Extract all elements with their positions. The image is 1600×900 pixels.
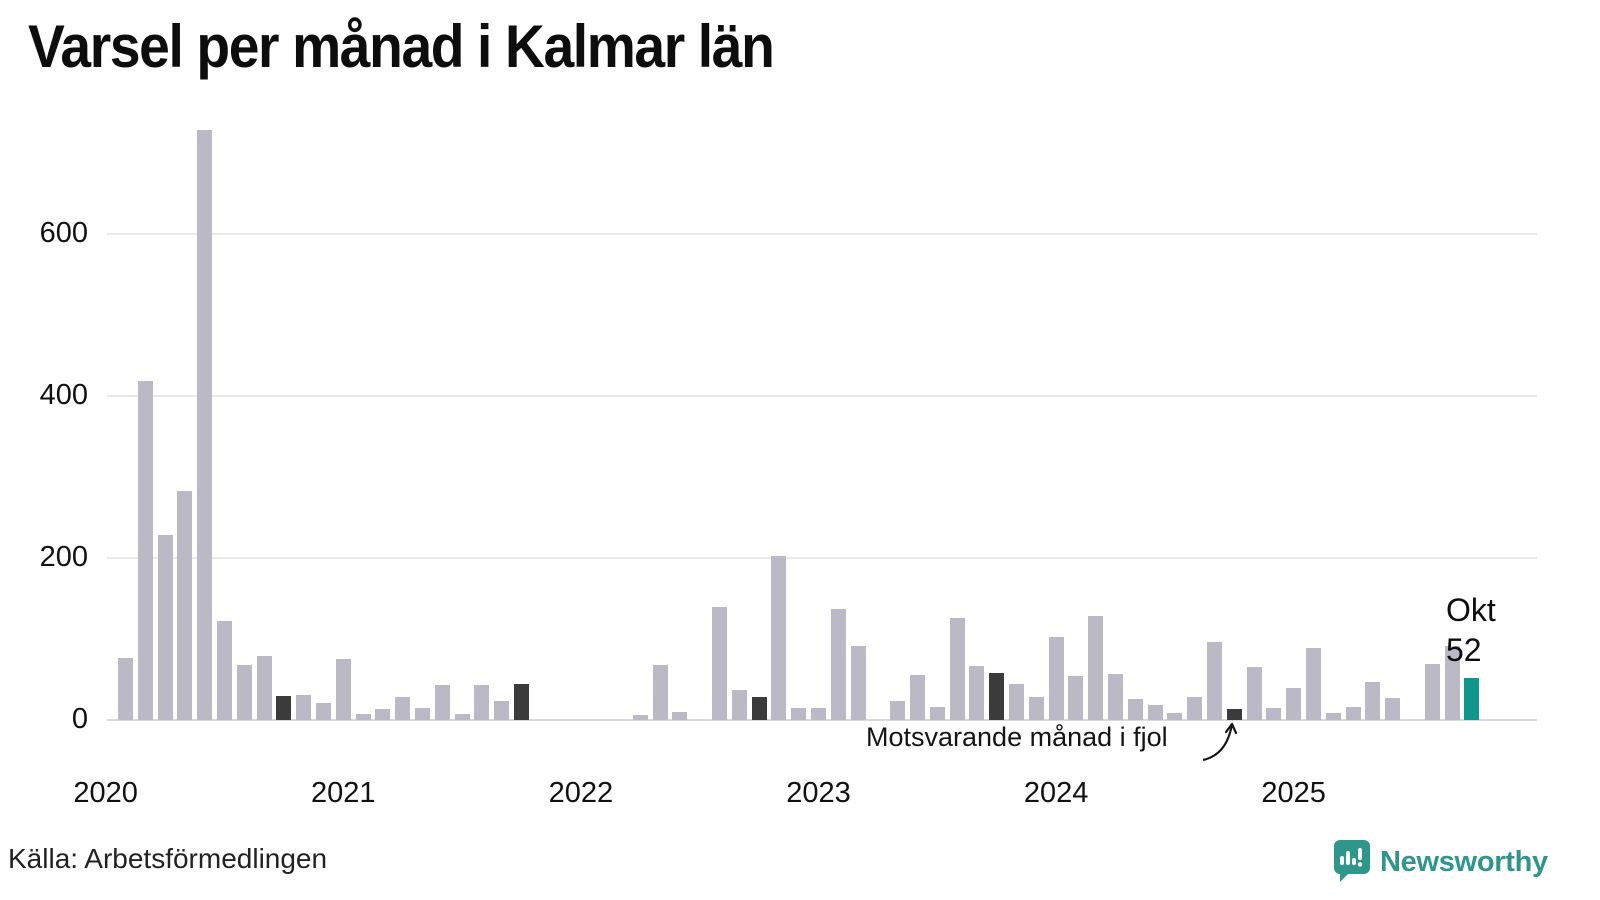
- chart-title: Varsel per månad i Kalmar län: [28, 13, 775, 80]
- x-tick-label-2021: 2021: [311, 777, 376, 809]
- bar-2020-12: [316, 703, 331, 720]
- bar-2025-04: [1345, 707, 1361, 720]
- y-tick-label-400: 400: [39, 379, 88, 411]
- y-tick-label-0: 0: [71, 703, 88, 735]
- bar-2020-07: [217, 621, 232, 720]
- bar-2024-04: [1108, 673, 1123, 720]
- bar-2023-11: [1009, 683, 1024, 720]
- y-gridline-600: [107, 233, 1537, 235]
- bar-2024-06: [1147, 704, 1163, 720]
- bar-2025-09: [1444, 645, 1460, 720]
- bar-2021-01: [335, 659, 351, 721]
- newsworthy-logo-text: Newsworthy: [1380, 845, 1548, 878]
- bar-2022-05: [652, 664, 668, 720]
- bar-2020-08: [236, 664, 252, 720]
- bar-2022-11: [771, 556, 787, 720]
- bar-2022-06: [672, 711, 688, 720]
- bar-2021-07: [454, 714, 470, 720]
- bar-2020-09: [256, 656, 272, 720]
- bar-2025-01: [1286, 688, 1302, 720]
- y-tick-label-200: 200: [39, 541, 88, 573]
- bar-2022-09: [731, 690, 747, 720]
- bar-2021-06: [434, 685, 450, 720]
- annotation-arrow-icon: [1202, 722, 1238, 762]
- current-month-text: Okt: [1446, 592, 1496, 628]
- y-tick-label-600: 600: [39, 217, 88, 249]
- bar-2023-01: [811, 707, 826, 721]
- bar-2025-10-current: [1464, 677, 1480, 720]
- bar-2020-05: [177, 490, 193, 720]
- bar-2023-09: [969, 665, 985, 720]
- x-tick-label-2020: 2020: [73, 777, 138, 809]
- bar-2023-02: [830, 609, 846, 720]
- x-tick-label-2024: 2024: [1023, 777, 1089, 809]
- bar-2022-08: [712, 606, 727, 720]
- bar-2020-06: [197, 130, 213, 720]
- y-gridline-200: [107, 557, 1537, 559]
- bar-2024-10-fjol: [1226, 708, 1242, 720]
- x-tick-label-2025: 2025: [1261, 777, 1326, 809]
- bar-2023-05: [890, 700, 906, 720]
- bar-2022-10-fjol: [751, 696, 767, 720]
- newsworthy-logo: Newsworthy: [1332, 838, 1548, 882]
- bar-2023-12: [1028, 697, 1044, 720]
- bar-2024-05: [1127, 698, 1143, 720]
- source-caption: Källa: Arbetsförmedlingen: [8, 843, 328, 874]
- bar-2022-12: [791, 707, 807, 721]
- bar-2024-03: [1088, 615, 1104, 720]
- bar-2025-08: [1424, 664, 1440, 720]
- bar-2022-04: [632, 715, 648, 720]
- bar-2020-10-fjol: [276, 695, 292, 720]
- bar-2024-02: [1068, 676, 1084, 720]
- bar-2023-03: [850, 646, 866, 720]
- bar-2020-04: [157, 535, 173, 720]
- bar-2025-05: [1365, 681, 1381, 720]
- bar-2021-09: [494, 701, 510, 720]
- bar-2024-07: [1167, 712, 1183, 720]
- bar-2025-03: [1325, 712, 1341, 720]
- bar-2023-07: [929, 707, 945, 720]
- current-point-label: Okt 52: [1446, 590, 1496, 670]
- bar-2023-06: [910, 674, 925, 720]
- x-tick-label-2023: 2023: [786, 777, 851, 809]
- bar-2024-12: [1266, 707, 1282, 721]
- bar-2024-08: [1187, 697, 1203, 720]
- fjol-annotation-label: Motsvarande månad i fjol: [866, 722, 1168, 752]
- newsworthy-bubble-icon: [1334, 840, 1370, 882]
- bar-2025-02: [1306, 647, 1321, 720]
- bar-2025-06: [1385, 698, 1401, 720]
- bar-2021-08: [474, 685, 490, 720]
- x-tick-label-2022: 2022: [548, 777, 614, 809]
- y-gridline-400: [107, 395, 1537, 397]
- bar-2021-05: [415, 707, 430, 721]
- bar-2021-04: [395, 696, 411, 720]
- bar-2024-09: [1207, 642, 1222, 720]
- bar-2021-02: [355, 714, 371, 720]
- bar-2021-03: [375, 708, 391, 720]
- bar-2024-11: [1246, 667, 1262, 721]
- bar-2021-10-fjol: [514, 684, 529, 720]
- bar-2023-10-fjol: [989, 673, 1005, 720]
- bar-2024-01: [1048, 637, 1064, 720]
- bar-2023-08: [949, 617, 965, 720]
- bar-2020-03: [137, 381, 153, 720]
- bar-2020-11: [296, 694, 312, 720]
- bar-2020-02: [118, 657, 133, 720]
- current-value-text: 52: [1446, 632, 1482, 668]
